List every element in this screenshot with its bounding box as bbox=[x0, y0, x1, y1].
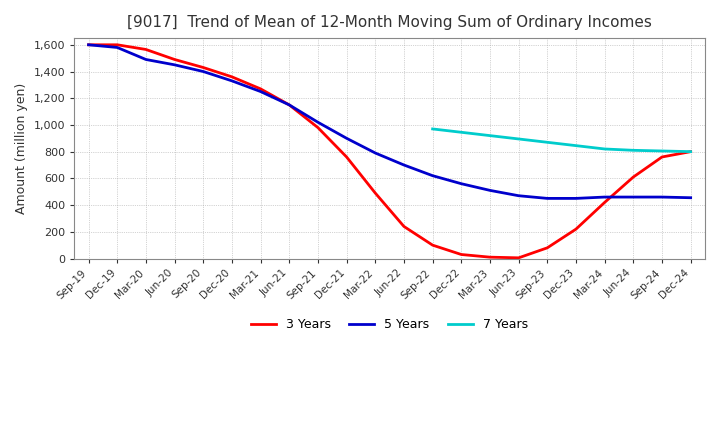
3 Years bbox=[84, 42, 93, 48]
5 Years bbox=[657, 194, 666, 200]
Line: 7 Years: 7 Years bbox=[433, 129, 690, 152]
Legend: 3 Years, 5 Years, 7 Years: 3 Years, 5 Years, 7 Years bbox=[246, 313, 534, 336]
5 Years bbox=[142, 57, 150, 62]
5 Years bbox=[572, 196, 580, 201]
5 Years bbox=[514, 193, 523, 198]
3 Years bbox=[686, 149, 695, 154]
7 Years bbox=[600, 147, 609, 152]
7 Years bbox=[485, 133, 494, 138]
5 Years bbox=[84, 42, 93, 48]
7 Years bbox=[629, 148, 638, 153]
5 Years bbox=[314, 120, 323, 125]
5 Years bbox=[371, 150, 379, 156]
7 Years bbox=[514, 136, 523, 142]
5 Years bbox=[285, 102, 294, 107]
5 Years bbox=[199, 69, 207, 74]
3 Years bbox=[600, 200, 609, 205]
3 Years bbox=[657, 154, 666, 160]
3 Years bbox=[543, 245, 552, 250]
5 Years bbox=[485, 188, 494, 193]
3 Years bbox=[142, 47, 150, 52]
7 Years bbox=[657, 148, 666, 154]
5 Years bbox=[629, 194, 638, 200]
3 Years bbox=[371, 191, 379, 196]
Title: [9017]  Trend of Mean of 12-Month Moving Sum of Ordinary Incomes: [9017] Trend of Mean of 12-Month Moving … bbox=[127, 15, 652, 30]
5 Years bbox=[342, 136, 351, 141]
3 Years bbox=[285, 102, 294, 107]
Line: 3 Years: 3 Years bbox=[89, 45, 690, 258]
3 Years bbox=[428, 242, 437, 248]
5 Years bbox=[228, 78, 236, 84]
3 Years bbox=[485, 254, 494, 260]
3 Years bbox=[228, 74, 236, 80]
7 Years bbox=[572, 143, 580, 148]
7 Years bbox=[457, 130, 466, 135]
3 Years bbox=[199, 65, 207, 70]
5 Years bbox=[113, 45, 122, 50]
5 Years bbox=[686, 195, 695, 200]
7 Years bbox=[686, 149, 695, 154]
3 Years bbox=[170, 57, 179, 62]
5 Years bbox=[256, 89, 265, 94]
5 Years bbox=[428, 173, 437, 178]
3 Years bbox=[514, 255, 523, 260]
7 Years bbox=[543, 139, 552, 145]
3 Years bbox=[572, 227, 580, 232]
5 Years bbox=[543, 196, 552, 201]
7 Years bbox=[428, 126, 437, 132]
5 Years bbox=[600, 194, 609, 200]
3 Years bbox=[457, 252, 466, 257]
3 Years bbox=[256, 86, 265, 92]
5 Years bbox=[457, 181, 466, 187]
Y-axis label: Amount (million yen): Amount (million yen) bbox=[15, 83, 28, 214]
5 Years bbox=[400, 162, 408, 168]
Line: 5 Years: 5 Years bbox=[89, 45, 690, 198]
3 Years bbox=[113, 42, 122, 48]
3 Years bbox=[400, 224, 408, 229]
5 Years bbox=[170, 62, 179, 67]
3 Years bbox=[629, 174, 638, 180]
3 Years bbox=[314, 125, 323, 130]
3 Years bbox=[342, 154, 351, 160]
